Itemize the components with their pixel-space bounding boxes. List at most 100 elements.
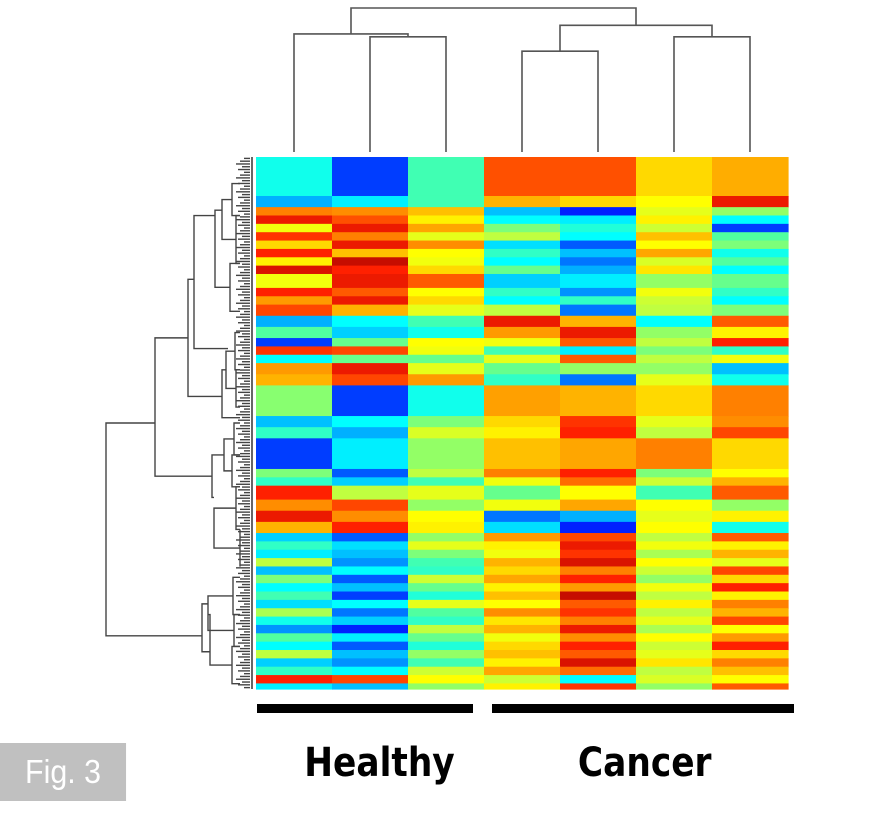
heatmap-cell [332, 363, 409, 375]
heatmap-cell [560, 485, 637, 501]
heatmap-cell [712, 666, 789, 676]
heatmap-cell [256, 195, 333, 208]
row-dendrogram-branch [193, 214, 228, 350]
heatmap-cell [560, 195, 637, 208]
heatmap-cell [332, 232, 409, 242]
heatmap-cell [484, 599, 561, 609]
row-dendrogram-branch [221, 198, 236, 241]
heatmap-cell [408, 265, 485, 275]
heatmap-cell [256, 385, 333, 417]
heatmap-cell [712, 599, 789, 609]
heatmap-cell [636, 616, 713, 626]
heatmap-cell [484, 326, 561, 339]
heatmap-cell [560, 248, 637, 258]
heatmap-cell [484, 195, 561, 208]
heatmap-cell [712, 541, 789, 551]
heatmap-cell [636, 296, 713, 306]
heatmap-cell [636, 566, 713, 576]
heatmap-cell [484, 304, 561, 317]
column-dendrogram-branch [293, 33, 409, 152]
heatmap-cell [256, 633, 333, 643]
row-dendrogram-branch [154, 337, 212, 477]
heatmap-cell [484, 574, 561, 584]
column-dendrogram-branch [521, 50, 599, 152]
heatmap-cell [560, 666, 637, 676]
heatmap-cell [712, 650, 789, 659]
heatmap-cell [712, 624, 789, 634]
heatmap-cell [408, 304, 485, 317]
heatmap-cell [712, 223, 789, 233]
heatmap-cell [256, 223, 333, 233]
heatmap-cell [636, 683, 713, 690]
heatmap-cell [408, 326, 485, 339]
heatmap-cell [560, 549, 637, 559]
row-dendrogram-branch [235, 486, 240, 531]
heatmap-cell [560, 477, 637, 487]
heatmap-cell [560, 521, 637, 534]
heatmap-cell [712, 265, 789, 275]
row-dendrogram [105, 157, 250, 689]
heatmap-cell [484, 616, 561, 626]
heatmap-cell [408, 583, 485, 593]
heatmap-cell [256, 157, 333, 197]
figure-label: Fig. 3 [0, 743, 127, 801]
heatmap-cell [636, 416, 713, 428]
heatmap-cell [636, 338, 713, 348]
heatmap-cell [712, 533, 789, 542]
heatmap-cell [256, 549, 333, 559]
heatmap-cell [712, 315, 789, 328]
heatmap-cell [636, 385, 713, 417]
heatmap-cell [256, 658, 333, 668]
heatmap-cell [484, 583, 561, 593]
heatmap-cell [560, 438, 637, 470]
heatmap-cell [332, 533, 409, 542]
column-dendrogram [293, 7, 751, 152]
heatmap-cell [560, 265, 637, 275]
heatmap-cell [484, 683, 561, 690]
heatmap-cell [560, 574, 637, 584]
heatmap-cell [408, 248, 485, 258]
heatmap-cell [332, 273, 409, 289]
heatmap-cell [408, 675, 485, 685]
heatmap-cell [560, 296, 637, 306]
heatmap-cell [256, 304, 333, 317]
heatmap-cell [408, 633, 485, 643]
heatmap-cell [332, 510, 409, 523]
heatmap-cells [251, 157, 789, 690]
heatmap-cell [712, 287, 789, 297]
heatmap-cell [560, 650, 637, 659]
heatmap-cell [712, 195, 789, 208]
heatmap-cell [712, 658, 789, 668]
heatmap-cell [408, 346, 485, 356]
heatmap-cell [332, 248, 409, 258]
heatmap-cell [408, 207, 485, 217]
heatmap-cell [712, 438, 789, 470]
row-dendrogram-branch [201, 603, 210, 653]
heatmap-cell [408, 416, 485, 428]
heatmap-cell [408, 658, 485, 668]
heatmap-cell [636, 374, 713, 386]
heatmap-cell [256, 468, 333, 478]
heatmap-cell [712, 675, 789, 685]
heatmap-cell [256, 650, 333, 659]
heatmap-cell [256, 363, 333, 375]
heatmap-cell [484, 499, 561, 512]
heatmap-cell [256, 499, 333, 512]
heatmap-cell [332, 599, 409, 609]
heatmap-cell [560, 624, 637, 634]
heatmap-cell [712, 304, 789, 317]
heatmap-cell [636, 240, 713, 250]
heatmap-cell [256, 599, 333, 609]
heatmap-cell [408, 385, 485, 417]
heatmap-cell [408, 599, 485, 609]
heatmap-cell [332, 558, 409, 568]
heatmap-cell [636, 558, 713, 568]
heatmap-cell [408, 223, 485, 233]
heatmap-cell [712, 468, 789, 478]
heatmap-cell [408, 240, 485, 250]
heatmap-cell [332, 346, 409, 356]
heatmap-cell [256, 374, 333, 386]
heatmap-cell [484, 510, 561, 523]
heatmap-cell [712, 248, 789, 258]
heatmap-cell [332, 633, 409, 643]
